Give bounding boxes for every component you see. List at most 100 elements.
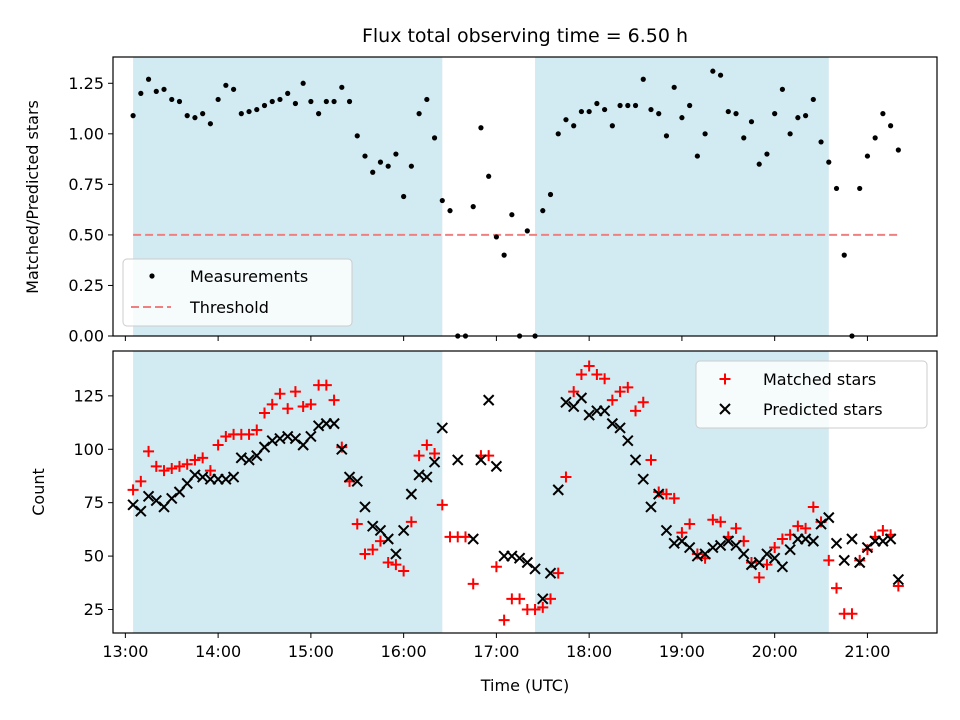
- matched-star-point: [537, 601, 549, 613]
- matched-star-point: [552, 567, 564, 579]
- predicted-star-point: [637, 473, 649, 485]
- measurement-point: [524, 228, 530, 234]
- y-tick-label: 0.50: [68, 225, 104, 244]
- measurement-points: [130, 68, 901, 339]
- matched-star-point: [753, 571, 765, 583]
- predicted-star-point: [853, 556, 866, 569]
- predicted-star-point: [722, 535, 735, 547]
- legend-box: [695, 360, 928, 429]
- predicted-star-point: [761, 548, 773, 560]
- matched-star-point: [212, 439, 224, 451]
- measurement-point: [810, 96, 816, 103]
- matched-star-point: [158, 465, 170, 477]
- predicted-star-point: [475, 454, 487, 466]
- matched-star-point: [691, 548, 703, 560]
- matched-star-point: [668, 492, 680, 504]
- matched-star-point: [328, 394, 340, 406]
- panel-counts: 13:00 14:00 15:00 16:00 17:00 18:00 19:00 20:00…: [29, 350, 938, 695]
- observing-windows-top: [133, 57, 829, 336]
- predicted-star-point: [606, 417, 619, 430]
- measurement-point: [200, 111, 206, 117]
- measurement-point: [285, 90, 291, 96]
- measurement-point: [795, 115, 801, 121]
- measurement-point: [741, 135, 747, 141]
- x-tick-label: 15:00: [288, 642, 334, 661]
- matched-star-point: [854, 554, 866, 566]
- matched-star-point: [676, 527, 688, 539]
- matched-star-point: [831, 582, 843, 594]
- measurement-point: [161, 86, 167, 92]
- measurement-point: [501, 252, 507, 258]
- matched-star-point: [730, 522, 742, 534]
- matched-star-point: [274, 388, 286, 400]
- matched-star-point: [351, 518, 363, 530]
- measurement-point: [207, 121, 213, 127]
- legend-label-threshold: Threshold: [189, 298, 269, 317]
- measurement-point: [841, 252, 847, 258]
- predicted-star-point: [135, 505, 147, 517]
- measurement-point: [300, 80, 306, 86]
- measurement-point: [261, 102, 268, 109]
- matched-star-point: [127, 484, 139, 496]
- measurement-point: [153, 88, 159, 94]
- matched-star-point: [204, 465, 216, 477]
- matched-star-point: [220, 430, 232, 442]
- measurement-point: [377, 159, 384, 165]
- measurement-point: [687, 102, 693, 109]
- legend-marker-measurements: [149, 273, 155, 279]
- measurement-point: [802, 113, 809, 119]
- matched-star-point: [305, 398, 317, 410]
- measurement-point: [787, 131, 793, 137]
- matched-star-point: [297, 401, 309, 413]
- y-tick-label: 0.75: [68, 175, 104, 194]
- matched-star-point: [707, 514, 719, 526]
- measurement-point: [717, 72, 724, 78]
- matched-star-point: [545, 593, 557, 605]
- measurement-point: [640, 76, 646, 82]
- x-axis-label: Time (UTC): [480, 676, 569, 695]
- matched-star-point: [660, 488, 672, 500]
- matched-star-point: [622, 381, 634, 393]
- predicted-star-point: [305, 430, 317, 443]
- panel-ratio: 0.00 0.25 0.50 0.75 1.00 1.25 Matched/Predict…: [23, 56, 938, 346]
- matched-star-point: [282, 403, 294, 415]
- y-tick-label: 125: [73, 386, 104, 405]
- matched-star-point: [459, 531, 471, 543]
- measurement-point: [439, 197, 445, 204]
- top-legend: Measurements Threshold: [122, 258, 353, 327]
- measurement-point: [872, 135, 878, 141]
- predicted-star-point: [645, 501, 657, 513]
- measurement-point: [833, 185, 840, 192]
- matched-star-point: [761, 559, 773, 571]
- measurement-point: [215, 96, 221, 103]
- matched-star-point: [846, 608, 858, 620]
- measurement-point: [509, 212, 515, 218]
- measurement-point: [362, 153, 368, 159]
- measurement-point: [772, 111, 778, 117]
- measurement-point: [269, 98, 275, 105]
- bottom-y-axis-label: Count: [29, 468, 48, 516]
- matched-star-point: [498, 614, 510, 626]
- measurement-point: [486, 173, 492, 179]
- measurement-point: [192, 115, 198, 121]
- y-tick-label: 0.25: [68, 276, 104, 295]
- matched-star-point: [568, 386, 580, 398]
- predicted-star-point: [884, 533, 897, 545]
- measurement-point: [555, 131, 561, 137]
- x-tick-label: 16:00: [381, 642, 427, 661]
- measurement-point: [401, 193, 407, 200]
- matched-star-point: [800, 522, 812, 534]
- measurement-point: [238, 111, 244, 117]
- predicted-star-point: [382, 533, 394, 545]
- matched-star-point: [769, 542, 781, 554]
- matched-star-point: [653, 486, 665, 498]
- predicted-star-point: [598, 405, 611, 417]
- legend-marker-predicted: [719, 403, 731, 415]
- matched-star-point: [792, 520, 804, 532]
- y-tick-label: 75: [84, 493, 104, 512]
- matched-star-point: [166, 463, 178, 474]
- matched-star-point: [614, 386, 626, 398]
- matched-star-point: [173, 460, 185, 472]
- measurement-point: [184, 113, 190, 119]
- matched-star-point: [560, 471, 572, 483]
